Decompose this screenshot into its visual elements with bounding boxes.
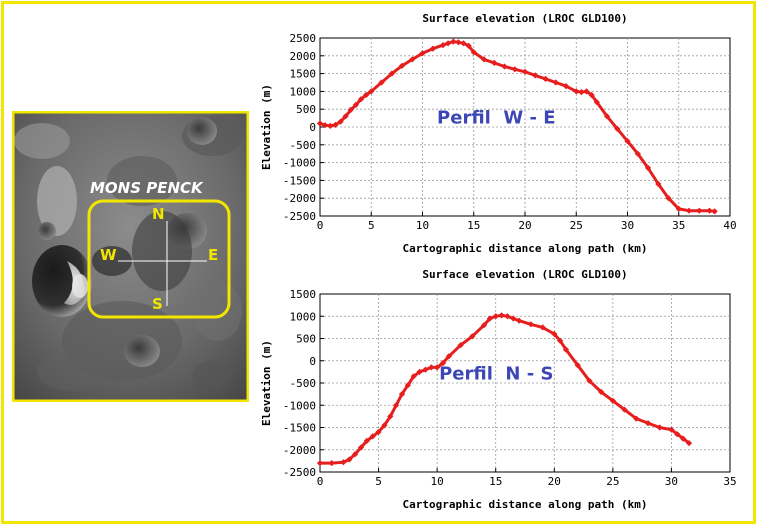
elevation-data-point — [679, 435, 687, 442]
profile-annotation: Perfil W - E — [437, 107, 555, 128]
chart-title: Surface elevation (LROC GLD100) — [422, 12, 627, 25]
y-tick-label: -1500 — [283, 422, 316, 435]
elevation-data-point — [378, 79, 385, 86]
feature-name-label: MONS PENCK — [90, 179, 204, 197]
x-tick-label: 30 — [621, 219, 634, 232]
y-tick-label: 1500 — [290, 68, 317, 81]
elevation-data-point — [480, 56, 488, 63]
x-tick-label: 15 — [489, 475, 502, 488]
surface-texture — [14, 116, 242, 391]
x-axis-label: Cartographic distance along path (km) — [402, 242, 647, 255]
elevation-chart-ns: 0 5 10 15 20 25 30 35 1500 1000 500 0 -500 -1000 -1500… — [260, 268, 737, 511]
y-tick-label: 0 — [309, 121, 316, 134]
y-tick-label: 2000 — [290, 50, 317, 63]
elevation-data-point — [337, 118, 344, 125]
x-tick-label: 10 — [416, 219, 429, 232]
x-tick-label: 20 — [518, 219, 531, 232]
y-tick-label: -2000 — [283, 192, 316, 205]
x-tick-label: 0 — [317, 219, 324, 232]
compass-south-label: S — [152, 295, 163, 313]
y-tick-label: 1000 — [290, 85, 317, 98]
elevation-data-point — [460, 40, 467, 47]
y-tick-label: 500 — [296, 333, 316, 346]
x-tick-label: 40 — [723, 219, 736, 232]
elevation-data-point — [357, 444, 365, 451]
elevation-data-point — [357, 96, 365, 103]
y-axis-label: Elevation (m) — [260, 84, 273, 170]
elevation-data-point — [501, 63, 508, 70]
x-tick-label: 35 — [672, 219, 685, 232]
y-tick-label: 500 — [296, 103, 316, 116]
compass-east-label: E — [208, 246, 218, 264]
y-tick-label: 1000 — [290, 310, 317, 323]
elevation-chart-we: 0 5 10 15 20 25 30 35 40 2500 2000 1500 1000 500 0 -500… — [260, 12, 737, 255]
x-tick-label: 5 — [375, 475, 382, 488]
elevation-data-point — [398, 390, 406, 398]
y-tick-label: 0 — [309, 355, 316, 368]
y-axis-label: Elevation (m) — [260, 340, 273, 426]
elevation-data-point — [342, 113, 349, 120]
y-tick-label: 1500 — [290, 288, 317, 301]
main-crater — [32, 245, 92, 317]
y-tick-label: -1000 — [283, 157, 316, 170]
elevation-data-point — [398, 62, 406, 69]
x-tick-label: 35 — [723, 475, 736, 488]
compass-west-label: W — [100, 246, 117, 264]
y-tick-label: 2500 — [290, 32, 317, 45]
elevation-data-point — [439, 359, 447, 367]
y-tick-label: -1000 — [283, 399, 316, 412]
y-tick-label: -2500 — [283, 210, 316, 223]
x-tick-label: 5 — [368, 219, 375, 232]
compass-north-label: N — [152, 205, 165, 223]
elevation-data-point — [439, 41, 447, 49]
x-tick-label: 15 — [467, 219, 480, 232]
y-tick-label: -2500 — [283, 466, 316, 479]
elevation-data-point — [419, 50, 426, 57]
elevation-data-point — [455, 39, 462, 46]
moon-crater-photo: MONS PENCK N S W E — [12, 111, 249, 402]
y-tick-label: -1500 — [283, 174, 316, 187]
study-area-box — [87, 199, 231, 319]
chart-title: Surface elevation (LROC GLD100) — [422, 268, 627, 281]
x-tick-label: 25 — [570, 219, 583, 232]
elevation-data-point — [486, 315, 494, 322]
y-tick-label: -500 — [290, 139, 317, 152]
x-tick-label: 10 — [431, 475, 444, 488]
elevation-data-point — [597, 388, 605, 396]
x-tick-label: 20 — [548, 475, 561, 488]
x-tick-label: 30 — [665, 475, 678, 488]
profile-annotation: Perfil N - S — [439, 363, 553, 384]
x-axis-label: Cartographic distance along path (km) — [402, 498, 647, 511]
y-tick-label: -2000 — [283, 444, 316, 457]
elevation-data-point — [633, 415, 640, 422]
y-tick-label: -500 — [290, 377, 317, 390]
x-tick-label: 0 — [317, 475, 324, 488]
x-tick-label: 25 — [606, 475, 619, 488]
